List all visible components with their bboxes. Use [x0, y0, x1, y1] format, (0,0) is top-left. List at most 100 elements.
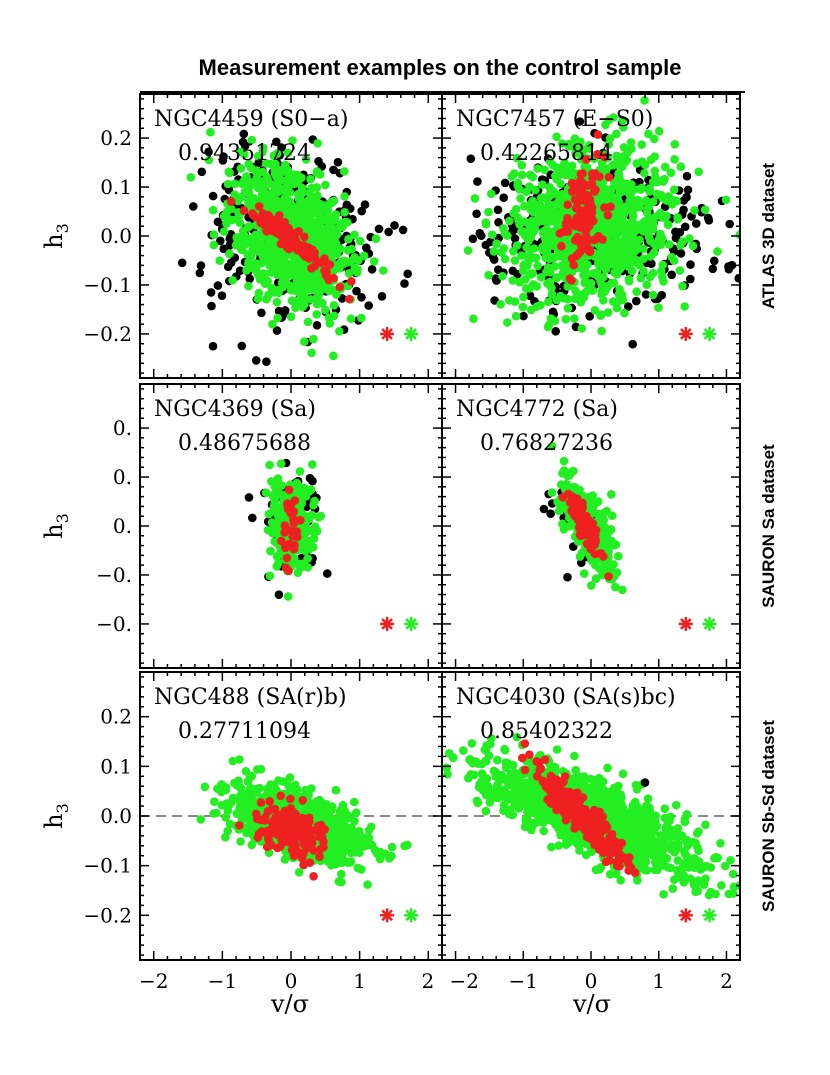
red-point: [317, 258, 326, 267]
red-point: [292, 239, 302, 248]
green-point: [690, 206, 699, 215]
black-point: [217, 291, 227, 301]
green-point: [200, 782, 210, 792]
green-point: [660, 162, 670, 172]
green-point: [614, 198, 624, 207]
green-point: [512, 153, 522, 163]
red-point: [289, 507, 299, 516]
legend-red-star: [380, 908, 395, 923]
green-point: [635, 235, 644, 245]
black-point: [235, 266, 245, 276]
red-point: [582, 155, 591, 164]
red-point: [252, 814, 262, 824]
red-point: [256, 218, 266, 228]
y-tick-label: 0.: [113, 416, 132, 440]
green-point: [221, 832, 230, 842]
green-point: [196, 815, 206, 824]
black-point: [745, 243, 754, 252]
green-point: [615, 188, 624, 198]
green-point: [626, 138, 636, 147]
green-point: [357, 865, 366, 874]
green-point: [338, 222, 347, 232]
green-point: [552, 211, 562, 220]
green-point: [280, 855, 290, 864]
green-point: [290, 269, 300, 279]
panel-value: 0.76827236: [480, 431, 613, 456]
green-point: [542, 233, 551, 243]
green-point: [619, 123, 628, 132]
red-point: [263, 833, 273, 842]
green-point: [599, 296, 608, 305]
red-point: [267, 226, 277, 235]
green-point: [622, 179, 631, 189]
black-point: [679, 196, 689, 205]
red-point: [282, 526, 291, 535]
red-point: [569, 503, 578, 512]
black-point: [323, 569, 332, 578]
black-point: [208, 191, 218, 201]
green-point: [691, 887, 700, 897]
green-point: [252, 174, 262, 183]
green-point: [680, 302, 689, 311]
green-point: [308, 460, 317, 469]
black-point: [710, 256, 719, 266]
green-point: [267, 283, 277, 293]
green-point: [251, 167, 261, 176]
green-point: [335, 244, 345, 253]
green-point: [289, 286, 299, 295]
green-point: [348, 842, 357, 852]
green-point: [314, 216, 324, 226]
green-point: [300, 300, 309, 310]
green-point: [231, 240, 241, 250]
green-point: [620, 308, 629, 318]
green-point: [282, 278, 291, 288]
black-point: [377, 292, 387, 301]
green-point: [255, 783, 265, 793]
green-point: [595, 273, 605, 282]
green-point: [235, 805, 244, 814]
green-point: [307, 348, 316, 358]
green-point: [529, 217, 539, 227]
panel-name: NGC4459 (S0−a): [154, 107, 348, 132]
black-point: [657, 290, 667, 300]
legend-green-star: [702, 326, 717, 341]
green-point: [265, 571, 275, 581]
green-point: [252, 259, 261, 268]
green-point: [510, 256, 520, 265]
green-point: [644, 129, 653, 139]
black-point: [546, 509, 555, 518]
green-point: [489, 247, 499, 256]
green-point: [312, 310, 322, 319]
green-point: [346, 314, 356, 324]
green-point: [263, 789, 272, 799]
red-point: [309, 872, 318, 881]
green-point: [563, 294, 573, 304]
black-point: [708, 264, 718, 274]
green-point: [487, 230, 497, 239]
green-point: [469, 314, 478, 324]
black-point: [585, 312, 594, 321]
red-point: [268, 823, 277, 833]
red-point: [593, 130, 603, 139]
red-point: [325, 260, 335, 269]
green-point: [236, 791, 245, 800]
red-point: [604, 572, 613, 581]
green-point: [243, 223, 253, 232]
chart-title: Measurement examples on the control samp…: [199, 55, 682, 80]
green-point: [607, 246, 617, 256]
black-point: [280, 306, 290, 315]
black-point: [704, 216, 714, 225]
green-point: [557, 139, 567, 148]
black-point: [239, 129, 249, 139]
black-point: [499, 193, 509, 202]
legend-red-star: [380, 616, 395, 631]
green-point: [294, 868, 304, 877]
green-point: [245, 785, 254, 794]
black-point: [472, 209, 481, 219]
red-point: [606, 202, 615, 211]
green-point: [607, 511, 617, 520]
green-point: [261, 488, 271, 498]
green-point: [309, 334, 318, 344]
green-point: [306, 174, 315, 184]
